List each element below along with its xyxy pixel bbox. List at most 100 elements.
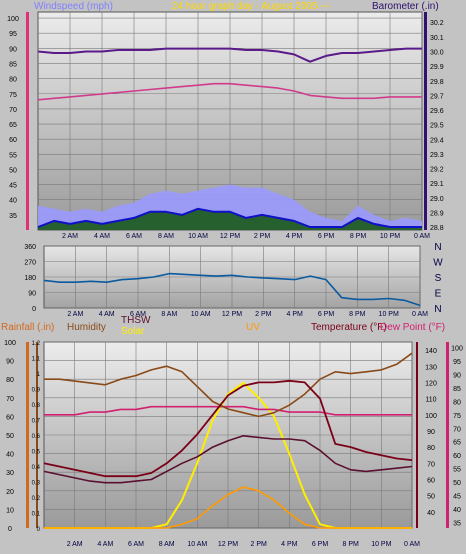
dewpoint-tick-label: 70: [453, 426, 461, 433]
barometer-axis-strip: [424, 12, 427, 230]
time-tick-label: 8 PM: [350, 233, 367, 240]
direction-compass-label: S: [435, 273, 442, 284]
temperature-tick-label: 140: [425, 348, 437, 355]
rainfall-tick-label: 0.2: [32, 496, 41, 502]
windspeed-tick-label: 70: [9, 107, 17, 114]
direction-degree-tick-label: 270: [24, 260, 36, 267]
time-tick-label: 6 AM: [126, 233, 142, 240]
dewpoint-axis-strip: [446, 342, 449, 528]
rainfall-tick-label: 1.1: [32, 357, 41, 363]
time-tick-label: 2 PM: [250, 541, 267, 548]
uv-line: [44, 486, 412, 529]
time-tick-label: 10 AM: [191, 311, 211, 318]
time-tick-label: 2 AM: [67, 311, 83, 318]
windspeed-tick-label: 55: [9, 152, 17, 159]
windspeed-axis-strip: [26, 12, 29, 230]
barometer-tick-label: 29.2: [430, 167, 444, 174]
time-tick-label: 0 AM: [404, 541, 420, 548]
humidity-tick-label: 0: [8, 526, 12, 533]
temperature-tick-label: 90: [427, 429, 435, 436]
time-tick-label: 10 PM: [380, 233, 400, 240]
time-tick-label: 6 PM: [312, 541, 329, 548]
barometer-axis-title: Barometer (.in): [372, 1, 439, 12]
dewpoint-tick-label: 65: [453, 440, 461, 447]
time-tick-label: 4 AM: [99, 311, 115, 318]
direction-compass-label: W: [433, 258, 443, 269]
data-series: [37, 47, 422, 529]
barometer-tick-label: 29.0: [430, 196, 444, 203]
dewpoint-tick-label: 90: [453, 372, 461, 379]
temperature-axis-strip: [416, 342, 418, 528]
windspeed-tick-label: 100: [7, 16, 19, 23]
rainfall-tick-label: 0: [37, 527, 41, 533]
time-tick-label: 6 AM: [128, 541, 144, 548]
chart-header-title: 24 hour graph day - August 2005 ---: [172, 1, 330, 12]
time-tick-label: 4 AM: [97, 541, 113, 548]
time-tick-label: 8 AM: [161, 311, 177, 318]
wind-average-area: [38, 208, 422, 230]
rainfall-tick-label: 0.9: [32, 388, 41, 394]
temperature-tick-label: 100: [425, 413, 437, 420]
direction-compass-label: E: [435, 289, 442, 300]
humidity-tick-label: 100: [4, 340, 16, 347]
thsw-line: [43, 434, 413, 484]
dewpoint-legend: Dew Point (°F): [380, 322, 445, 333]
time-tick-label: 10 PM: [371, 541, 391, 548]
humidity-line: [44, 352, 413, 418]
direction-degree-tick-label: 360: [24, 244, 36, 251]
barometer-tick-label: 29.9: [430, 64, 444, 71]
temperature-tick-label: 80: [427, 445, 435, 452]
uv-legend: UV: [246, 322, 260, 333]
direction-degree-tick-label: 90: [28, 291, 36, 298]
temperature-tick-label: 50: [427, 494, 435, 501]
humidity-tick-label: 80: [6, 377, 14, 384]
time-tick-label: 12 PM: [222, 311, 242, 318]
barometer-tick-label: 30.1: [430, 35, 444, 42]
dewpoint-tick-label: 55: [453, 467, 461, 474]
rainfall-tick-label: 0.6: [32, 434, 41, 440]
temperature-tick-label: 110: [425, 397, 436, 404]
windspeed-tick-label: 50: [9, 167, 17, 174]
temperature-tick-label: 70: [427, 461, 435, 468]
windspeed-tick-label: 90: [9, 46, 17, 53]
rainfall-tick-label: 0.4: [32, 465, 41, 471]
dewpoint-tick-label: 45: [453, 494, 461, 501]
humidity-tick-label: 90: [6, 359, 14, 366]
time-tick-label: 8 AM: [158, 233, 174, 240]
direction-compass-label: N: [434, 304, 441, 315]
temperature-tick-label: 60: [427, 477, 435, 484]
direction-compass-label: N: [434, 242, 441, 253]
barometer-tick-label: 29.1: [430, 181, 444, 188]
temperature-tick-label: 120: [425, 380, 437, 387]
barometer-tick-label: 29.6: [430, 108, 444, 115]
dewpoint-tick-label: 75: [453, 413, 461, 420]
windspeed-line: [37, 207, 422, 228]
time-tick-label: 4 PM: [286, 311, 303, 318]
barometer-tick-label: 29.3: [430, 152, 444, 159]
humidity-tick-label: 10: [6, 507, 14, 514]
time-tick-label: 8 PM: [349, 311, 366, 318]
dewpoint-tick-label: 40: [453, 507, 461, 514]
time-tick-label: 2 AM: [67, 541, 83, 548]
time-tick-label: 2 PM: [255, 311, 272, 318]
barometer-tick-label: 29.7: [430, 93, 444, 100]
dewpoint-tick-label: 100: [451, 345, 463, 352]
windspeed-axis-title: Windspeed (mph): [34, 1, 113, 12]
barometer-line: [37, 47, 422, 63]
barometer-tick-label: 29.4: [430, 137, 444, 144]
barometer-tick-label: 28.9: [430, 210, 444, 217]
windspeed-tick-label: 85: [9, 61, 17, 68]
temperature-line: [43, 379, 413, 478]
windspeed-tick-label: 80: [9, 77, 17, 84]
time-tick-label: 12 PM: [218, 541, 238, 548]
humidity-tick-label: 40: [6, 452, 14, 459]
rainfall-tick-label: 0.7: [32, 419, 41, 425]
rainfall-tick-label: 1.2: [32, 341, 41, 347]
dewpoint-tick-label: 35: [453, 521, 461, 528]
rainfall-tick-label: 1: [37, 372, 41, 378]
wind-direction-line: [43, 272, 421, 307]
humidity-tick-label: 20: [6, 489, 14, 496]
temperature-legend: Temperature (°F): [311, 322, 387, 333]
time-tick-label: 0 AM: [412, 311, 428, 318]
